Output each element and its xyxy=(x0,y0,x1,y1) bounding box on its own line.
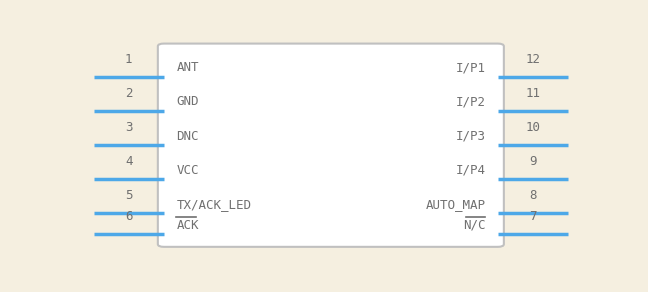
Text: 3: 3 xyxy=(125,121,132,134)
Text: 6: 6 xyxy=(125,211,132,223)
Text: AUTO_MAP: AUTO_MAP xyxy=(425,198,485,211)
Text: ANT: ANT xyxy=(176,61,199,74)
Text: GND: GND xyxy=(176,95,199,109)
Text: 2: 2 xyxy=(125,87,132,100)
Text: I/P4: I/P4 xyxy=(456,164,485,177)
Text: DNC: DNC xyxy=(176,130,199,142)
Text: 5: 5 xyxy=(125,190,132,202)
Text: N/C: N/C xyxy=(463,218,485,232)
Text: 4: 4 xyxy=(125,155,132,168)
Text: VCC: VCC xyxy=(176,164,199,177)
Text: 12: 12 xyxy=(526,53,540,66)
Text: 8: 8 xyxy=(529,190,537,202)
Text: I/P2: I/P2 xyxy=(456,95,485,109)
Text: 9: 9 xyxy=(529,155,537,168)
Text: 1: 1 xyxy=(125,53,132,66)
Text: I/P3: I/P3 xyxy=(456,130,485,142)
Text: 10: 10 xyxy=(526,121,540,134)
Text: 7: 7 xyxy=(529,211,537,223)
Text: I/P1: I/P1 xyxy=(456,61,485,74)
Text: TX/ACK_LED: TX/ACK_LED xyxy=(176,198,251,211)
FancyBboxPatch shape xyxy=(158,44,504,247)
Text: 11: 11 xyxy=(526,87,540,100)
Text: ACK: ACK xyxy=(176,218,199,232)
